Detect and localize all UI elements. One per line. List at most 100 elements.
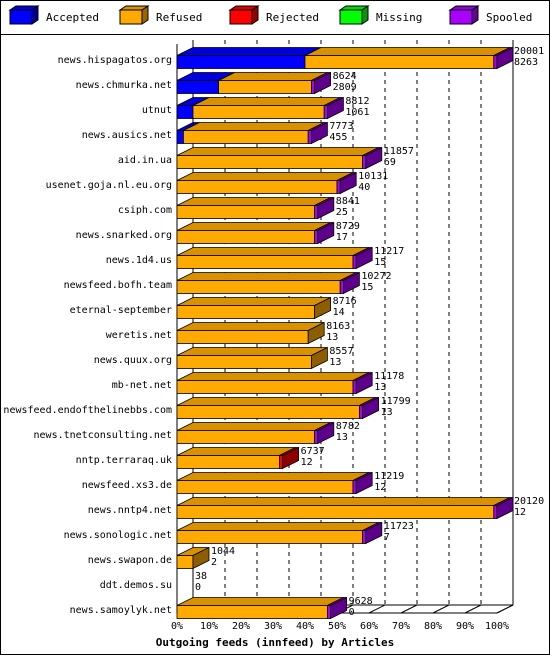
- value-label-newsfeed-bofh-team-secondary: 15: [361, 282, 373, 293]
- bar-top-usenet-goja-nl-eu-org-refused: [176, 172, 354, 181]
- bar-side-mb-net-net: [355, 371, 373, 395]
- bar-news-tnetconsulting-net-spooled: [314, 430, 319, 444]
- value-label-news-quux-org-articles: 8557: [329, 346, 353, 357]
- value-label-nntp-terraraq-uk-articles: 6737: [301, 446, 325, 457]
- category-label-mb-net-net: mb-net.net: [112, 380, 172, 391]
- floor-tick-100: [496, 604, 514, 614]
- value-label-newsfeed-endofthelinebbs-com-secondary: 13: [381, 407, 393, 418]
- category-label-news-chmurka-net: news.chmurka.net: [76, 80, 172, 91]
- category-label-news-tnetconsulting-net: news.tnetconsulting.net: [34, 430, 172, 441]
- value-label-news-snarked-org-secondary: 17: [336, 232, 348, 243]
- bar-news-ausics-net-refused: [182, 130, 309, 144]
- bar-top-newsfeed-xs3-de-refused: [176, 472, 370, 481]
- bar-side-newsfeed-xs3-de: [355, 471, 373, 495]
- value-label-news-1d4-us-articles: 11217: [374, 246, 404, 257]
- value-label-eternal-september-secondary: 14: [333, 307, 345, 318]
- floor-tick-80: [432, 604, 450, 614]
- bar-top-newsfeed-endofthelinebbs-com-refused: [176, 397, 376, 406]
- bar-news-1d4-us-refused: [176, 255, 354, 269]
- category-label-news-sonologic-net: news.sonologic.net: [64, 530, 172, 541]
- bar-side-news-quux-org: [310, 346, 328, 370]
- value-label-news-ausics-net-articles: 7773: [329, 121, 353, 132]
- bar-news-tnetconsulting-net-refused: [176, 430, 316, 444]
- category-label-news-1d4-us: news.1d4.us: [106, 255, 172, 266]
- bar-top-weretis-net-refused: [176, 322, 325, 331]
- bar-nntp-terraraq-uk-rejected: [278, 455, 283, 469]
- bar-side-usenet-goja-nl-eu-org: [339, 171, 357, 195]
- bar-news-ausics-net-accepted: [176, 130, 184, 144]
- bar-top-news-quux-org-refused: [176, 347, 328, 356]
- bar-side-news-chmurka-net: [314, 71, 332, 95]
- value-label-news-nntp4-net-secondary: 12: [514, 507, 526, 518]
- bar-newsfeed-bofh-team-spooled: [339, 280, 344, 294]
- value-label-news-sonologic-net-articles: 11723: [384, 521, 414, 532]
- bar-top-news-tnetconsulting-net-refused: [176, 422, 331, 431]
- legend-swatch-refused: [119, 9, 143, 25]
- bar-news-snarked-org-refused: [176, 230, 316, 244]
- x-tick-label-70: 70%: [392, 621, 410, 632]
- value-label-news-hispagatos-org-secondary: 8263: [514, 57, 538, 68]
- x-tick-label-20: 20%: [232, 621, 250, 632]
- value-label-aid-in-ua-secondary: 69: [384, 157, 396, 168]
- bar-top-news-chmurka-net-refused: [218, 72, 328, 81]
- value-label-newsfeed-xs3-de-articles: 11219: [374, 471, 404, 482]
- value-label-news-chmurka-net-articles: 8624: [333, 71, 357, 82]
- bar-nntp-terraraq-uk-refused: [176, 455, 280, 469]
- bar-weretis-net-refused: [176, 330, 309, 344]
- value-label-newsfeed-endofthelinebbs-com-articles: 11799: [381, 396, 411, 407]
- bar-side-news-sonologic-net: [365, 521, 383, 545]
- value-label-usenet-goja-nl-eu-org-articles: 10131: [358, 171, 388, 182]
- bar-top-news-samoylyk-net-refused: [176, 597, 344, 606]
- bar-side-csiph-com: [317, 196, 335, 220]
- bar-top-csiph-com-refused: [176, 197, 331, 206]
- bar-top-mb-net-net-refused: [176, 372, 370, 381]
- bar-news-quux-org-refused: [176, 355, 312, 369]
- bar-side-news-tnetconsulting-net: [317, 421, 335, 445]
- bar-mb-net-net-refused: [176, 380, 354, 394]
- category-label-news-samoylyk-net: news.samoylyk.net: [70, 605, 172, 616]
- bar-side-news-snarked-org: [317, 221, 335, 245]
- value-label-aid-in-ua-articles: 11857: [384, 146, 414, 157]
- category-label-news-quux-org: news.quux.org: [94, 355, 172, 366]
- bar-news-1d4-us-spooled: [352, 255, 357, 269]
- bar-top-nntp-terraraq-uk-refused: [176, 447, 296, 456]
- value-label-nntp-terraraq-uk-secondary: 12: [301, 457, 313, 468]
- category-label-newsfeed-endofthelinebbs-com: newsfeed.endofthelinebbs.com: [3, 405, 172, 416]
- category-label-news-ausics-net: news.ausics.net: [82, 130, 172, 141]
- category-label-news-hispagatos-org: news.hispagatos.org: [58, 55, 172, 66]
- value-label-news-ausics-net-secondary: 455: [329, 132, 347, 143]
- value-label-csiph-com-secondary: 25: [336, 207, 348, 218]
- bar-news-chmurka-net-spooled: [310, 80, 315, 94]
- bar-mb-net-net-spooled: [352, 380, 357, 394]
- bar-side-news-1d4-us: [355, 246, 373, 270]
- bar-side-news-hispagatos-org: [496, 46, 514, 70]
- value-label-news-nntp4-net-articles: 20120: [514, 496, 544, 507]
- floor-tick-90: [464, 604, 482, 614]
- bar-news-sonologic-net-spooled: [362, 530, 367, 544]
- bar-aid-in-ua-spooled: [362, 155, 367, 169]
- category-label-news-snarked-org: news.snarked.org: [76, 230, 172, 241]
- bar-newsfeed-xs3-de-spooled: [352, 480, 357, 494]
- bar-side-newsfeed-endofthelinebbs-com: [362, 396, 380, 420]
- value-label-ddt-demos-su-articles: 38: [195, 571, 207, 582]
- value-label-news-swapon-de-articles: 1044: [211, 546, 235, 557]
- bar-side-news-samoylyk-net: [330, 596, 348, 620]
- bar-csiph-com-refused: [176, 205, 316, 219]
- value-label-mb-net-net-articles: 11178: [374, 371, 404, 382]
- category-label-nntp-terraraq-uk: nntp.terraraq.uk: [76, 455, 172, 466]
- value-label-mb-net-net-secondary: 13: [374, 382, 386, 393]
- bar-top-news-hispagatos-org-refused: [304, 47, 510, 56]
- bar-top-newsfeed-bofh-team-refused: [176, 272, 357, 281]
- value-label-usenet-goja-nl-eu-org-secondary: 40: [358, 182, 370, 193]
- value-label-news-swapon-de-secondary: 2: [211, 557, 217, 568]
- category-label-newsfeed-xs3-de: newsfeed.xs3.de: [82, 480, 172, 491]
- x-tick-label-60: 60%: [360, 621, 378, 632]
- bar-news-hispagatos-org-refused: [304, 55, 495, 69]
- bar-top-news-hispagatos-org-accepted: [176, 47, 322, 56]
- legend-swatch-accepted: [9, 9, 33, 25]
- bar-news-sonologic-net-refused: [176, 530, 364, 544]
- value-label-newsfeed-bofh-team-articles: 10272: [361, 271, 391, 282]
- bar-news-chmurka-net-accepted: [176, 80, 219, 94]
- bar-side-news-ausics-net: [310, 121, 328, 145]
